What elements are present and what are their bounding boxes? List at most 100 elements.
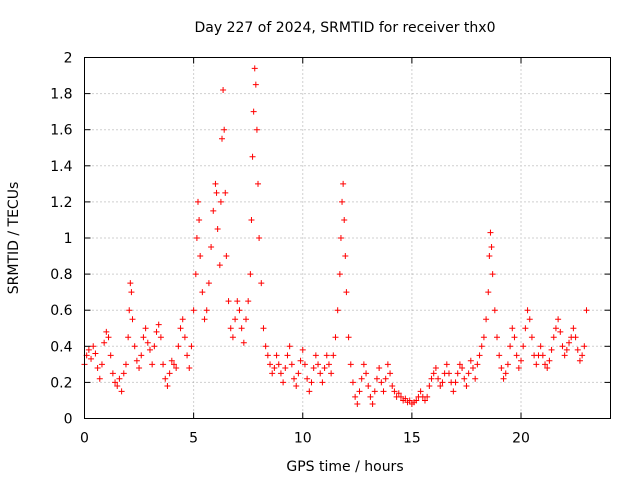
data-point [520, 343, 527, 350]
data-point [576, 357, 583, 364]
data-point [546, 357, 553, 364]
data-point [463, 383, 470, 390]
data-point [583, 307, 590, 314]
data-point [129, 316, 136, 323]
data-point [196, 216, 203, 223]
data-point [114, 383, 121, 390]
data-point [251, 65, 258, 72]
data-point [319, 379, 326, 386]
data-point [286, 343, 293, 350]
data-point [157, 334, 164, 341]
data-point [417, 388, 424, 395]
data-point [188, 343, 195, 350]
data-point [459, 364, 466, 371]
data-point [301, 361, 308, 368]
data-point [282, 364, 289, 371]
data-point [561, 352, 568, 359]
data-point [238, 325, 245, 332]
data-point [406, 397, 413, 404]
data-point [297, 357, 304, 364]
data-point [428, 375, 435, 382]
data-point [295, 370, 302, 377]
data-point [201, 316, 208, 323]
data-point [363, 370, 370, 377]
data-point [155, 321, 162, 328]
data-point [164, 383, 171, 390]
data-point [572, 334, 579, 341]
data-point [450, 388, 457, 395]
data-point [426, 383, 433, 390]
data-point [186, 364, 193, 371]
data-point [542, 361, 549, 368]
data-point [356, 388, 363, 395]
data-point [365, 383, 372, 390]
data-point [526, 316, 533, 323]
data-point [491, 307, 498, 314]
data-point [98, 361, 105, 368]
data-point [522, 325, 529, 332]
data-point [389, 383, 396, 390]
data-point [369, 401, 376, 408]
data-point [513, 352, 520, 359]
data-point [467, 357, 474, 364]
data-point [382, 375, 389, 382]
data-point [424, 393, 431, 400]
data-point [487, 229, 494, 236]
data-point [208, 244, 215, 251]
data-point [112, 379, 119, 386]
data-point [214, 225, 221, 232]
data-point [267, 361, 274, 368]
data-point [94, 364, 101, 371]
data-point [563, 346, 570, 353]
data-point [142, 325, 149, 332]
data-point [88, 355, 95, 362]
data-point [205, 280, 212, 287]
data-point [321, 364, 328, 371]
data-point [461, 375, 468, 382]
data-point [496, 352, 503, 359]
data-point [323, 352, 330, 359]
data-point [488, 244, 495, 251]
data-point [358, 375, 365, 382]
data-point [133, 357, 140, 364]
data-point [253, 126, 260, 133]
data-point [173, 364, 180, 371]
data-point [325, 361, 332, 368]
data-point [192, 271, 199, 278]
data-point [397, 393, 404, 400]
data-point [273, 352, 280, 359]
data-points [81, 65, 590, 408]
data-point [443, 361, 450, 368]
data-point [221, 126, 228, 133]
data-point [384, 361, 391, 368]
data-point [170, 361, 177, 368]
data-point [140, 334, 147, 341]
data-point [175, 343, 182, 350]
data-point [336, 271, 343, 278]
data-point [160, 361, 167, 368]
data-point [181, 334, 188, 341]
data-point [219, 135, 226, 142]
data-point [341, 216, 348, 223]
data-point [256, 235, 263, 241]
data-point [574, 346, 581, 353]
data-point [485, 289, 492, 296]
data-point [528, 334, 535, 341]
data-point [166, 370, 173, 377]
data-point [177, 325, 184, 332]
data-point [136, 364, 143, 371]
data-point [391, 388, 398, 395]
data-point [151, 343, 158, 350]
data-point [118, 388, 125, 395]
data-point [511, 334, 518, 341]
data-point [105, 334, 112, 341]
data-point [537, 343, 544, 350]
data-point [413, 397, 420, 404]
y-tick-label: 0.8 [50, 267, 72, 283]
data-point [395, 390, 402, 397]
data-point [304, 375, 311, 382]
data-point [349, 379, 356, 386]
data-point [579, 352, 586, 359]
data-point [306, 388, 313, 395]
data-point [367, 393, 374, 400]
